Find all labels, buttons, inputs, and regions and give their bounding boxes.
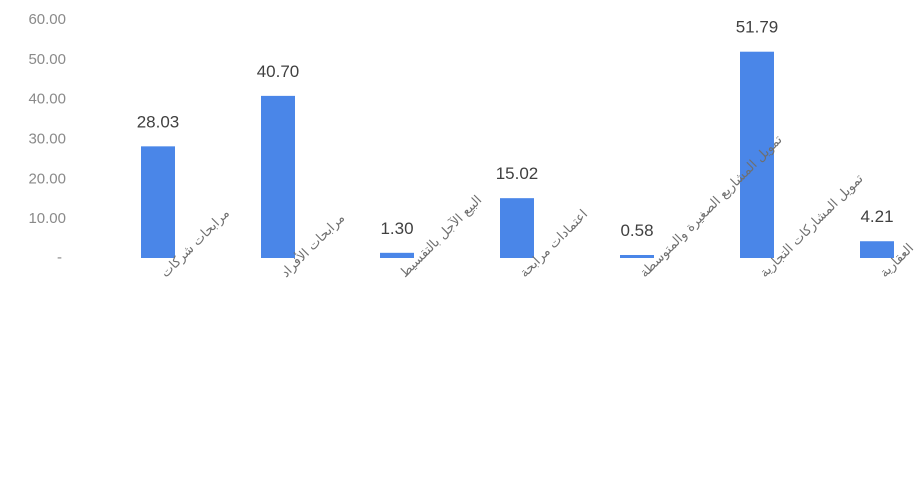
data-label: 1.30 [380,219,413,238]
bar [860,241,894,258]
data-label: 15.02 [496,164,539,183]
y-tick-label: 40.00 [28,91,66,108]
bars [141,51,894,259]
y-axis: 60.00 50.00 40.00 30.00 20.00 10.00 - [28,11,66,266]
data-label: 28.03 [137,112,180,131]
data-label: 0.58 [620,221,653,240]
data-label: 40.70 [257,62,300,81]
bar [141,146,175,258]
y-tick-label: 60.00 [28,11,66,28]
y-tick-label: 30.00 [28,131,66,148]
y-tick-label: 50.00 [28,51,66,68]
bar [740,51,774,258]
y-tick-label: 20.00 [28,170,66,187]
y-origin-mark: - [57,249,62,266]
y-tick-label: 10.00 [28,210,66,227]
data-label: 51.79 [736,18,779,37]
value-labels: 28.03 40.70 1.30 15.02 0.58 51.79 4.21 [137,18,894,240]
bar [261,95,295,259]
bar [620,255,654,258]
bar [500,198,534,258]
data-label: 4.21 [860,207,893,226]
bar [380,252,414,258]
